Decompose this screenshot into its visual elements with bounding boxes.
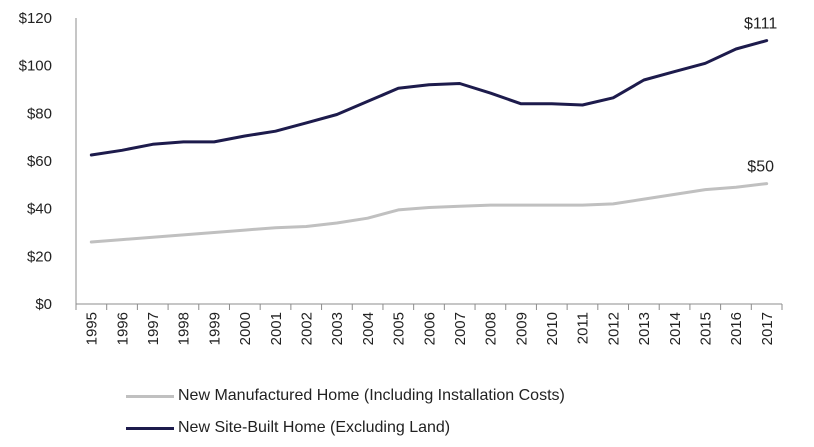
y-axis: $0 $20 $40 $60 $80 $100 $120 bbox=[19, 10, 77, 313]
line-chart: $0$20$40$60$80$100$120 1995 1996 1997 1998 1… bbox=[19, 10, 783, 345]
x-tick-label: 2007 bbox=[452, 312, 469, 345]
x-tick-label: 2008 bbox=[483, 312, 500, 345]
series-lines bbox=[89, 39, 769, 244]
x-tick-label: 2012 bbox=[605, 312, 622, 345]
x-tick-label: 2011 bbox=[575, 312, 592, 344]
end-labels: $50 $111 bbox=[744, 16, 777, 176]
legend: New Manufactured Home (Including Install… bbox=[126, 380, 565, 444]
x-tick-label: 1999 bbox=[206, 312, 223, 345]
y-tick-label: $60 bbox=[27, 153, 52, 170]
x-tick-label: 2014 bbox=[667, 312, 684, 345]
x-tick-label: 2002 bbox=[298, 312, 315, 345]
end-value-label-1: $111 bbox=[744, 16, 777, 33]
x-tick-label: 2015 bbox=[698, 312, 715, 345]
y-tick-label: $80 bbox=[27, 105, 52, 122]
x-axis: 1995 1996 1997 1998 1999 2000 2001 2002 2003 2004… bbox=[75, 303, 783, 345]
x-tick-label: 1997 bbox=[145, 312, 162, 345]
x-tick-label: 2003 bbox=[329, 312, 346, 345]
y-tick-label: $100 bbox=[19, 58, 52, 75]
y-tick-label: $0 bbox=[35, 296, 52, 313]
x-tick-label: 1995 bbox=[84, 312, 101, 345]
legend-swatch-manufactured bbox=[126, 394, 174, 398]
y-tick-label: $20 bbox=[27, 248, 52, 265]
x-tick-label: 2010 bbox=[544, 312, 561, 345]
x-tick-label: 2005 bbox=[391, 312, 408, 345]
x-tick-label: 2001 bbox=[268, 312, 285, 345]
legend-label-manufactured: New Manufactured Home (Including Install… bbox=[178, 387, 565, 404]
legend-swatch-site-built bbox=[126, 426, 174, 430]
x-tick-label: 2017 bbox=[759, 312, 776, 345]
y-tick-label: $120 bbox=[19, 10, 52, 27]
series-line-1 bbox=[89, 39, 769, 157]
x-tick-label: 2013 bbox=[636, 312, 653, 345]
y-tick-label: $40 bbox=[27, 201, 52, 218]
x-tick-label: 2004 bbox=[360, 312, 377, 345]
end-value-label-0: $50 bbox=[747, 159, 774, 176]
x-tick-label: 2016 bbox=[728, 312, 745, 345]
x-tick-label: 2009 bbox=[513, 312, 530, 345]
x-tick-label: 1996 bbox=[114, 312, 131, 345]
legend-item-manufactured: New Manufactured Home (Including Install… bbox=[126, 380, 565, 412]
legend-item-site-built: New Site-Built Home (Excluding Land) bbox=[126, 412, 565, 444]
series-line-0 bbox=[89, 182, 769, 244]
x-tick-label: 1998 bbox=[176, 312, 193, 345]
legend-label-site-built: New Site-Built Home (Excluding Land) bbox=[178, 419, 451, 436]
x-tick-label: 2006 bbox=[421, 312, 438, 345]
x-tick-label: 2000 bbox=[237, 312, 254, 345]
